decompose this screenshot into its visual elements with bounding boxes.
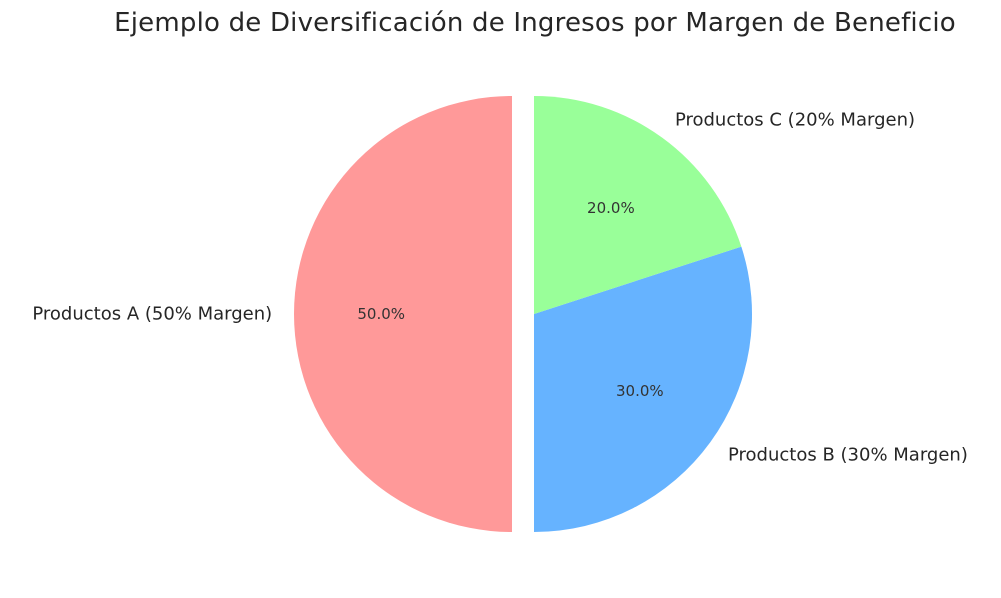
pie-category-label: Productos A (50% Margen) (32, 304, 272, 325)
pie-percent-label: 20.0% (587, 199, 635, 217)
pie-percent-label: 30.0% (616, 382, 664, 400)
pie-slice-a (294, 96, 512, 532)
pie-slice-c (534, 96, 742, 314)
pie-slice-b (534, 246, 752, 533)
pie-category-label: Productos B (30% Margen) (728, 444, 968, 465)
pie-category-label: Productos C (20% Margen) (675, 109, 915, 130)
chart-title: Ejemplo de Diversificación de Ingresos p… (114, 8, 956, 38)
pie-percent-label: 50.0% (357, 305, 405, 323)
